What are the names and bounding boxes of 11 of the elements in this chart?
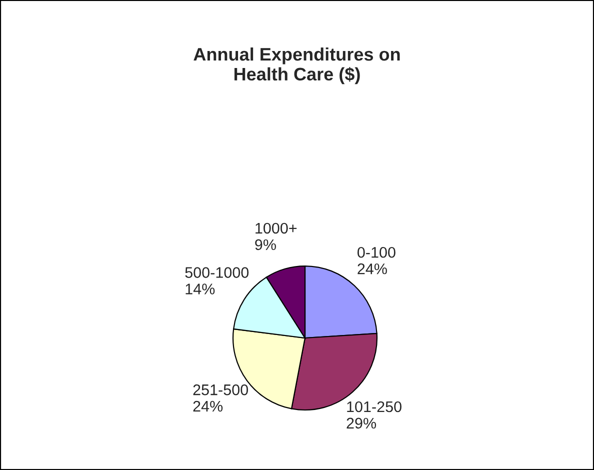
data-label: 24% bbox=[358, 263, 387, 274]
data-label: 29% bbox=[346, 418, 376, 429]
data-label: 9% bbox=[255, 239, 276, 250]
slice-label: 251-500 bbox=[193, 384, 248, 396]
data-label: 14% bbox=[186, 284, 215, 294]
slice-label: 500-1000 bbox=[185, 267, 249, 278]
data-label: 24% bbox=[193, 400, 223, 412]
slice-label: 101-250 bbox=[347, 401, 402, 412]
slice-label: 0-100 bbox=[358, 246, 396, 258]
chart-title: Annual Expenditures on Health Care ($) bbox=[194, 47, 400, 84]
slice-label: 1000+ bbox=[256, 222, 297, 234]
